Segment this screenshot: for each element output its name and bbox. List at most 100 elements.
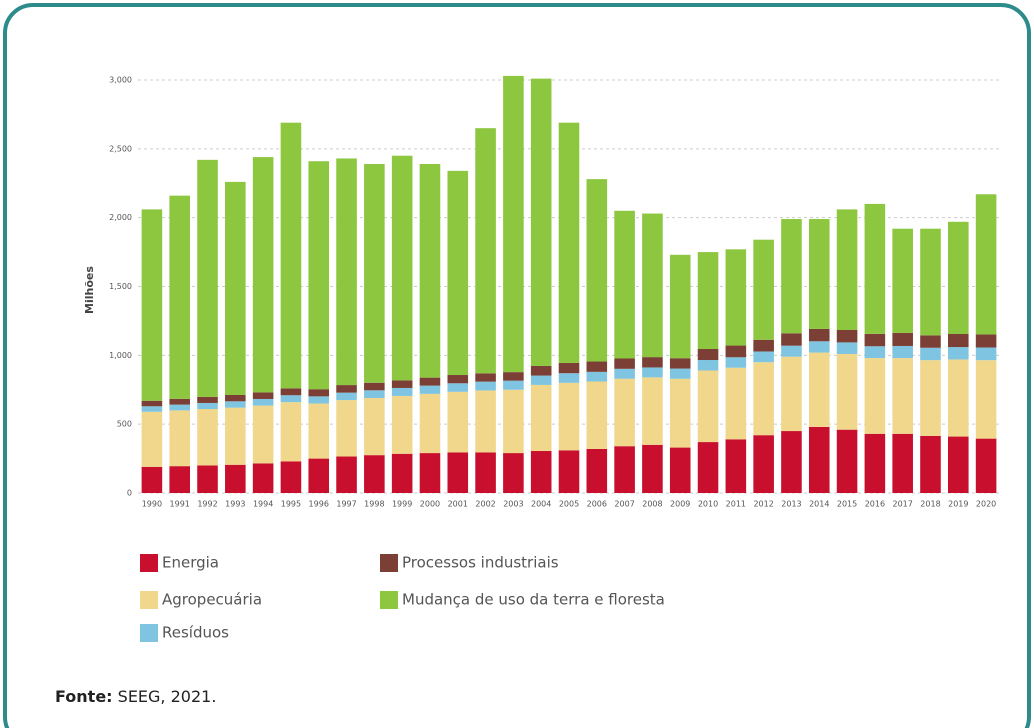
bar-segment <box>364 390 385 399</box>
legend-label: Processos industriais <box>402 554 559 572</box>
bar-segment <box>586 381 608 449</box>
bar-segment <box>475 373 496 382</box>
x-tick-label: 1998 <box>364 500 384 509</box>
bar-segment <box>558 382 580 451</box>
x-tick-label: 2013 <box>781 500 801 509</box>
bar-segment <box>948 347 969 360</box>
bar-segment <box>141 406 163 412</box>
legend-label: Resíduos <box>162 624 229 642</box>
bar-segment <box>225 181 246 395</box>
bar-segment <box>642 367 663 378</box>
bar-segment <box>642 213 663 358</box>
bar-segment <box>614 368 635 379</box>
bar-segment <box>225 464 246 493</box>
source-label: Fonte: <box>55 687 113 706</box>
bar-segment <box>391 155 413 381</box>
bar-segment <box>781 333 802 346</box>
bar-segment <box>558 362 580 374</box>
bar-segment <box>642 377 663 445</box>
bar-segment <box>558 373 580 383</box>
bar-segment <box>336 158 357 386</box>
x-tick-label: 2016 <box>865 500 885 509</box>
bar-segment <box>808 341 830 353</box>
bar-segment <box>725 357 747 368</box>
bar-segment <box>975 360 997 439</box>
bar-segment <box>503 453 524 493</box>
bar-segment <box>475 128 496 374</box>
x-tick-label: 1999 <box>392 500 412 509</box>
x-tick-label: 2017 <box>892 500 912 509</box>
bar-segment <box>141 209 163 401</box>
y-tick-label: 0 <box>127 489 132 498</box>
legend-swatch <box>140 591 158 609</box>
bar-segment <box>697 252 719 350</box>
bar-segment <box>447 383 469 392</box>
y-tick-label: 1,000 <box>109 351 132 360</box>
x-tick-label: 2001 <box>448 500 468 509</box>
x-tick-label: 2005 <box>559 500 579 509</box>
legend-label: Energia <box>162 554 219 572</box>
bar-segment <box>391 395 413 454</box>
bar-segment <box>141 400 163 407</box>
bar-segment <box>669 368 691 379</box>
x-tick-label: 2015 <box>837 500 857 509</box>
x-tick-label: 1995 <box>281 500 301 509</box>
bar-segment <box>197 396 218 403</box>
bar-segment <box>280 461 302 493</box>
x-tick-label: 2003 <box>503 500 523 509</box>
legend-label: Agropecuária <box>162 591 262 609</box>
bar-segment <box>308 389 330 397</box>
bar-segment <box>197 159 218 397</box>
bar-segment <box>864 203 886 334</box>
bar-segment <box>697 360 719 371</box>
bar-segment <box>948 333 969 348</box>
bar-segment <box>141 411 163 467</box>
bar-segment <box>419 453 441 493</box>
bar-segment <box>781 431 802 493</box>
bar-segment <box>669 254 691 359</box>
bar-segment <box>725 367 747 440</box>
bar-segment <box>419 377 441 386</box>
bar-segment <box>642 357 663 368</box>
x-tick-label: 1993 <box>225 500 245 509</box>
y-axis-label: Milhões <box>83 266 96 314</box>
bar-segment <box>364 163 385 383</box>
legend-swatch <box>140 554 158 572</box>
bar-segment <box>141 466 163 493</box>
bar-segment <box>503 380 524 390</box>
bar-segment <box>614 446 635 493</box>
bar-segment <box>836 342 858 354</box>
bar-segment <box>280 402 302 462</box>
bar-segment <box>530 78 552 366</box>
y-tick-label: 3,000 <box>109 76 132 85</box>
bar-segment <box>586 371 608 382</box>
bar-segment <box>808 328 830 342</box>
bar-segment <box>280 388 302 396</box>
bar-segment <box>336 392 357 401</box>
bar-segment <box>753 351 774 363</box>
bar-segment <box>197 409 218 466</box>
bar-segment <box>920 360 941 436</box>
bar-segment <box>503 389 524 454</box>
bar-segment <box>475 452 496 493</box>
bar-segment <box>669 378 691 448</box>
bar-segment <box>280 395 302 403</box>
bar-segment <box>252 405 274 464</box>
bar-segment <box>336 456 357 493</box>
x-tick-label: 2014 <box>809 500 829 509</box>
bar-segment <box>920 435 941 493</box>
bar-segment <box>530 375 552 385</box>
bar-segment <box>530 384 552 452</box>
bar-segment <box>280 122 302 389</box>
bar-segment <box>503 372 524 381</box>
bar-segment <box>892 332 913 346</box>
x-tick-label: 2007 <box>614 500 634 509</box>
x-tick-label: 2008 <box>642 500 662 509</box>
x-tick-label: 2006 <box>587 500 607 509</box>
bar-segment <box>697 349 719 361</box>
x-tick-label: 2019 <box>948 500 968 509</box>
bar-segment <box>669 447 691 493</box>
bar-segment <box>920 228 941 336</box>
bar-segment <box>447 452 469 493</box>
